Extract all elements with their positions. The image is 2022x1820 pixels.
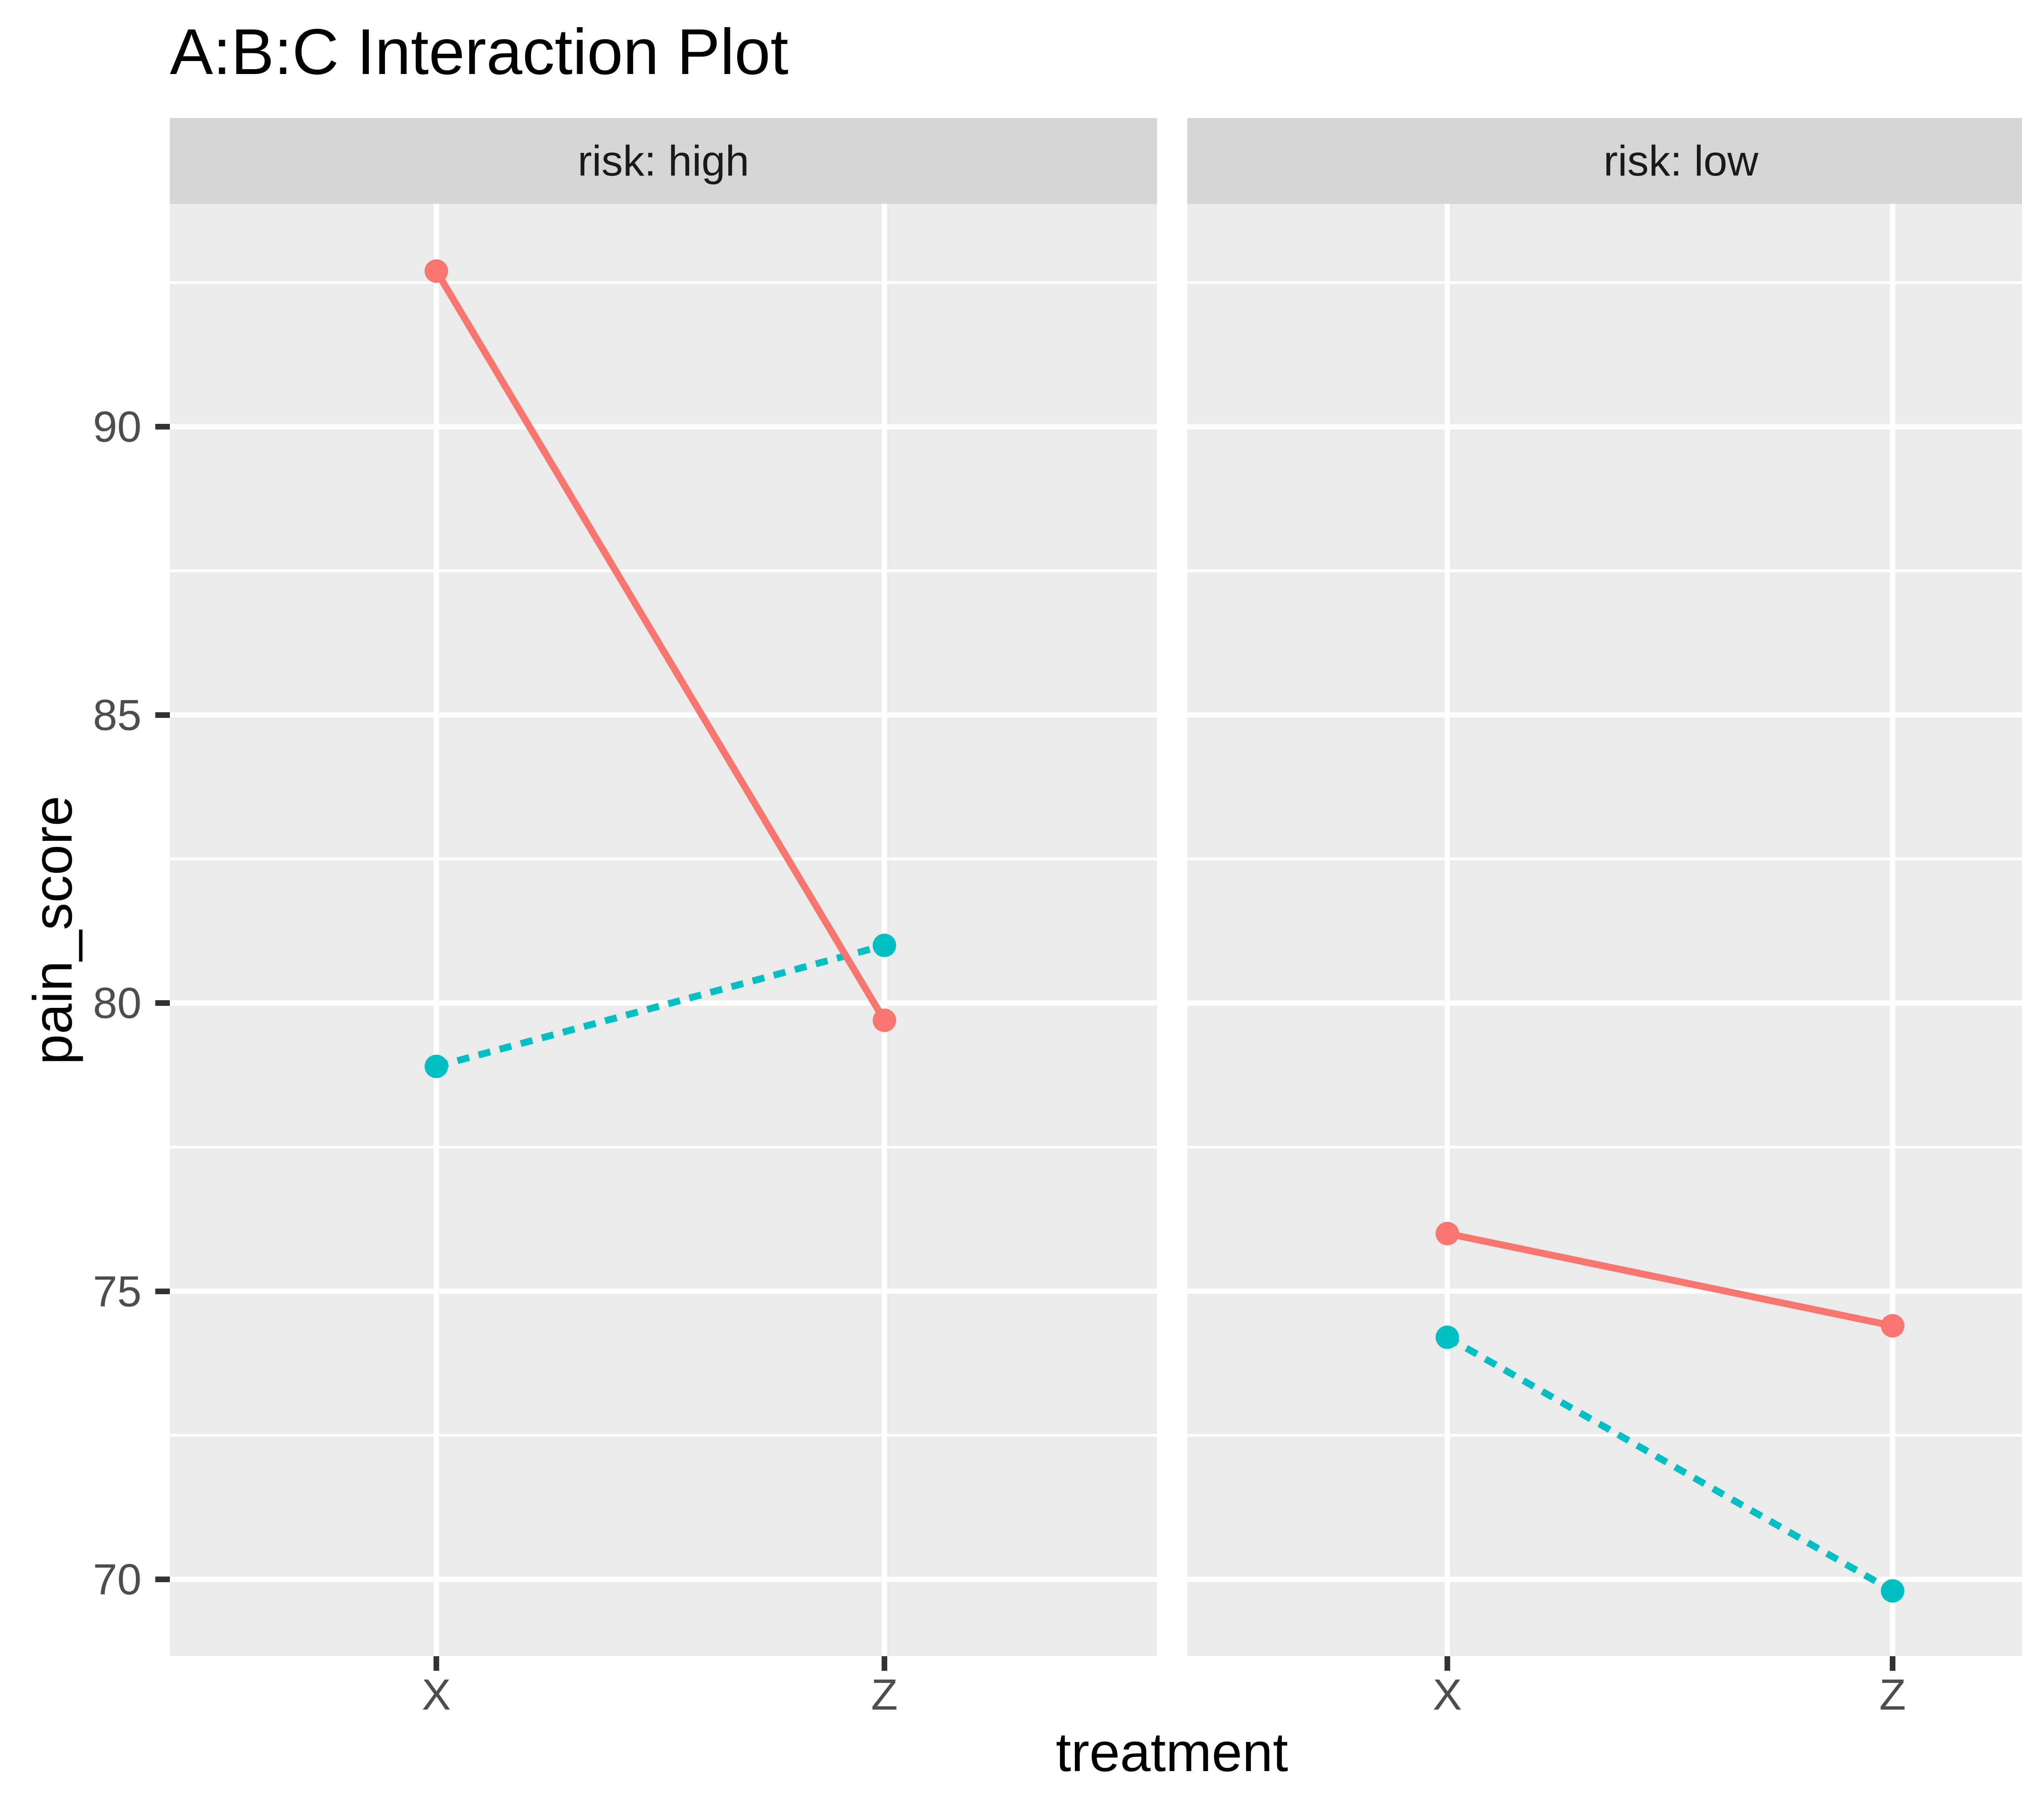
y-tick-80 xyxy=(155,1000,170,1006)
data-point-female-X xyxy=(425,1054,448,1078)
series-line-female xyxy=(1445,1334,1895,1594)
x-tick-label-Z: Z xyxy=(1879,1670,1906,1719)
data-point-female-X xyxy=(1436,1325,1459,1349)
series-line-male xyxy=(433,269,888,1022)
y-tick-label-80: 80 xyxy=(93,978,142,1027)
panel-canvas xyxy=(170,204,1157,1656)
x-tick-label-X: X xyxy=(1432,1670,1462,1719)
plot-title: A:B:C Interaction Plot xyxy=(170,15,789,88)
data-point-male-Z xyxy=(873,1008,896,1032)
y-tick-label-75: 75 xyxy=(93,1266,142,1316)
facet-strip-risk-high: risk: high xyxy=(170,118,1157,204)
y-axis-title: pain_score xyxy=(22,796,83,1065)
x-tick-Z xyxy=(1890,1656,1895,1671)
y-tick-label-70: 70 xyxy=(93,1555,142,1604)
x-tick-Z xyxy=(882,1656,887,1671)
data-point-male-X xyxy=(425,259,448,283)
x-tick-X xyxy=(434,1656,439,1671)
facet-strip-risk-low: risk: low xyxy=(1187,118,2022,204)
facet-strip-label: risk: low xyxy=(1603,137,1758,185)
x-tick-X xyxy=(1445,1656,1450,1671)
y-tick-75 xyxy=(155,1288,170,1294)
series-line-male xyxy=(1447,1230,1893,1329)
x-tick-label-Z: Z xyxy=(871,1670,898,1719)
data-point-female-Z xyxy=(873,933,896,957)
panel-canvas xyxy=(1187,204,2022,1656)
y-tick-label-85: 85 xyxy=(93,690,142,739)
y-tick-label-90: 90 xyxy=(93,402,142,451)
facet-strip-label: risk: high xyxy=(577,137,749,185)
series-line-female xyxy=(435,942,886,1070)
y-tick-90 xyxy=(155,424,170,430)
plot-panel-risk-high xyxy=(170,204,1157,1656)
data-point-male-X xyxy=(1436,1222,1459,1245)
data-point-female-Z xyxy=(1881,1579,1904,1603)
x-tick-label-X: X xyxy=(421,1670,451,1719)
y-tick-85 xyxy=(155,712,170,718)
y-tick-70 xyxy=(155,1577,170,1582)
plot-panel-risk-low xyxy=(1187,204,2022,1656)
data-point-male-Z xyxy=(1881,1314,1904,1337)
x-axis-title: treatment xyxy=(1055,1721,1288,1783)
